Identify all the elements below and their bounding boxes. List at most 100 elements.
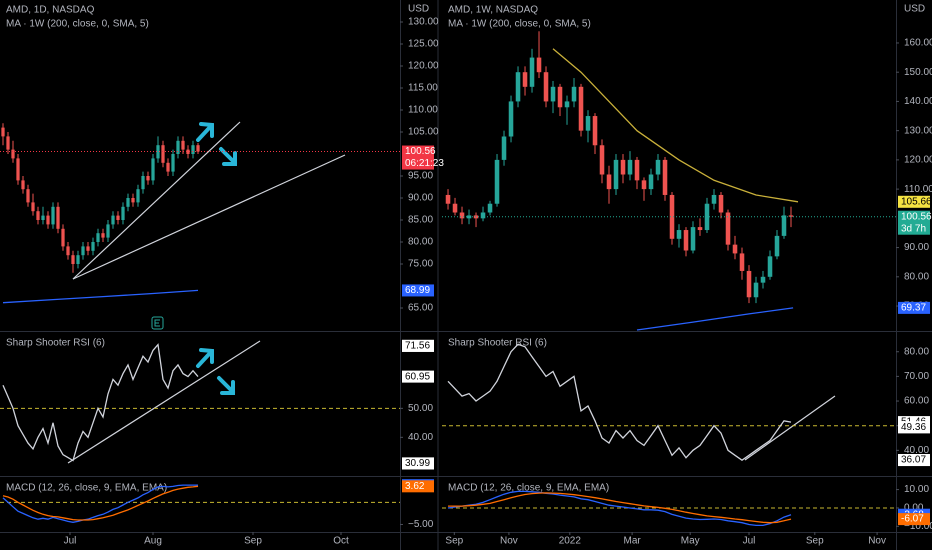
candle-body xyxy=(6,136,10,150)
candle-body xyxy=(196,145,200,152)
candle-body xyxy=(697,227,703,231)
candle-body xyxy=(627,159,633,175)
candle-body xyxy=(11,149,15,159)
price-badge xyxy=(898,195,930,208)
trend-line xyxy=(744,395,836,461)
y-tick-label: 105.00 xyxy=(408,127,439,138)
candle-body xyxy=(690,227,696,251)
x-tick-label: Nov xyxy=(500,536,518,547)
candle-body xyxy=(529,57,535,87)
price-badge xyxy=(402,284,434,297)
price-badge xyxy=(402,480,434,493)
candle-body xyxy=(571,86,577,102)
earnings-box xyxy=(151,316,164,330)
candle-body xyxy=(186,149,190,154)
candle-body xyxy=(585,116,591,131)
panel-title: AMD, 1D, NASDAQ xyxy=(6,5,95,16)
candle-body xyxy=(683,230,689,251)
candle-body xyxy=(746,270,752,298)
candle-body xyxy=(111,215,115,225)
candle-body xyxy=(704,203,710,231)
candle-body xyxy=(51,206,55,225)
candle-body xyxy=(767,256,773,277)
candle-body xyxy=(648,174,654,190)
candle-body xyxy=(480,212,486,219)
indicator-line xyxy=(2,485,199,521)
y-tick-label: 115.00 xyxy=(408,83,438,94)
candle-body xyxy=(61,228,65,247)
y-tick-label: 60.00 xyxy=(904,396,929,407)
earnings-icon xyxy=(151,316,164,330)
candle-body xyxy=(676,230,682,239)
y-tick-label: −5.00 xyxy=(408,519,434,530)
candle-body xyxy=(171,154,175,172)
panel-title: Sharp Shooter RSI (6) xyxy=(6,338,105,349)
price-badge xyxy=(402,339,434,352)
candle-body xyxy=(106,224,110,238)
candle-body xyxy=(41,215,45,220)
price-badge xyxy=(898,301,930,314)
price-badge-label: 71.56 xyxy=(405,341,430,352)
y-tick-label: 120.00 xyxy=(904,155,932,166)
y-tick-label: 90.00 xyxy=(904,242,929,253)
x-tick-label: Mar xyxy=(623,536,641,547)
candle-body xyxy=(606,174,612,190)
candle-body xyxy=(136,189,140,203)
candle-body xyxy=(81,246,85,256)
indicator-line xyxy=(2,484,199,523)
trend-line xyxy=(72,154,346,280)
currency: USD xyxy=(904,4,925,15)
candle-body xyxy=(550,86,556,102)
candle-body xyxy=(557,86,563,108)
price-badge-label: 100.56 xyxy=(901,211,932,222)
candle-body xyxy=(599,145,605,175)
candle-body xyxy=(96,233,100,242)
candle-body xyxy=(592,116,598,146)
candle-body xyxy=(564,101,570,108)
candle-body xyxy=(452,203,458,213)
arrows xyxy=(196,122,237,395)
price-badge-label: 3.62 xyxy=(405,481,425,492)
candle-body xyxy=(641,180,647,190)
y-tick-label: 80.00 xyxy=(904,346,929,357)
price-badge-label: 69.37 xyxy=(901,303,926,314)
price-badge-label: 49.36 xyxy=(901,422,926,433)
candle-body xyxy=(91,242,95,251)
candle-body xyxy=(191,145,195,154)
y-tick-label: 10.00 xyxy=(904,484,929,495)
y-tick-label: 140.00 xyxy=(904,96,932,107)
currency: USD xyxy=(408,4,429,15)
candle-body xyxy=(126,198,130,207)
candle-body xyxy=(655,159,661,175)
candle-body xyxy=(753,282,759,298)
candle-body xyxy=(718,194,724,213)
x-tick-label: May xyxy=(681,536,700,547)
candle-body xyxy=(669,194,675,239)
x-tick-label: Sep xyxy=(806,536,824,547)
y-tick-label: 70.00 xyxy=(904,371,929,382)
y-tick-label: 75.00 xyxy=(408,259,433,270)
candle-body xyxy=(166,162,170,172)
price-badge xyxy=(402,370,434,383)
candle-body xyxy=(494,159,500,204)
y-tick-label: 40.00 xyxy=(904,445,929,456)
indicator-line xyxy=(448,492,792,524)
price-badge-label: 100.56 xyxy=(405,146,436,157)
y-tick-label: 40.00 xyxy=(408,432,433,443)
candle-body xyxy=(711,194,717,204)
x-tick-label: Sep xyxy=(445,536,463,547)
drawings xyxy=(67,121,836,464)
price-badge xyxy=(898,513,930,526)
x-tick-label: Jul xyxy=(743,536,756,547)
trend-line xyxy=(72,121,241,280)
indicator-line xyxy=(447,490,792,527)
price-badge-label: 105.66 xyxy=(901,196,932,207)
candle-body xyxy=(101,233,105,238)
y-tick-label: 95.00 xyxy=(408,171,433,182)
y-tick-label: 50.00 xyxy=(408,403,433,414)
candle-body xyxy=(445,194,451,204)
candle-body xyxy=(36,211,40,220)
y-tick-label: −10.00 xyxy=(904,521,932,532)
candle-body xyxy=(66,246,70,256)
